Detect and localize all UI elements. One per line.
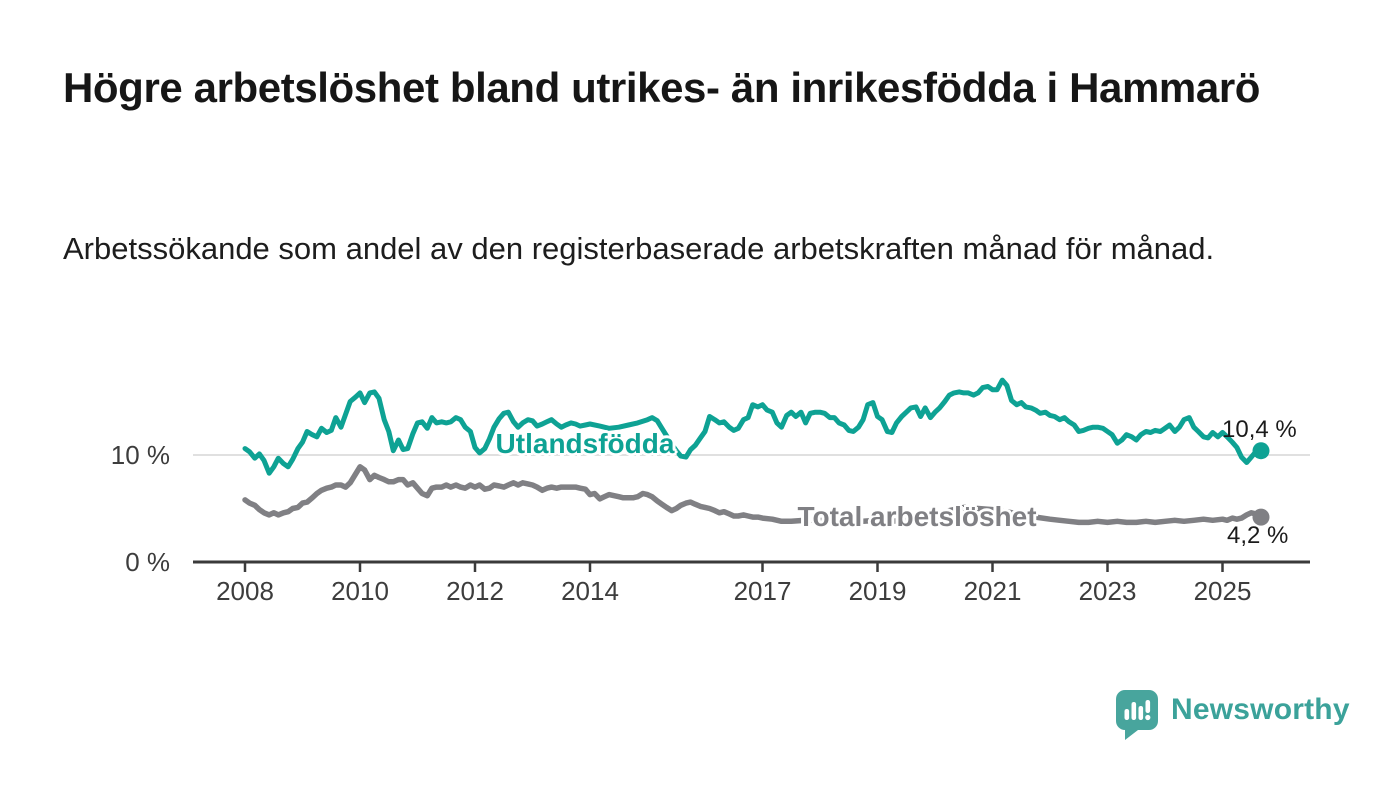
page-subtitle: Arbetssökande som andel av den registerb… [63, 231, 1215, 266]
series-label-total-arbetsloshet: Total arbetslöshet [797, 501, 1037, 532]
bar-tall [1131, 702, 1137, 720]
speech-bubble-shape [1116, 690, 1158, 740]
brand-logo: Newsworthy [1116, 690, 1350, 740]
series-label-utlandsfodda: Utlandsfödda [495, 428, 675, 459]
x-tick-label-2014: 2014 [561, 576, 619, 606]
x-tick-label-2023: 2023 [1079, 576, 1137, 606]
x-tick-label-2008: 2008 [216, 576, 274, 606]
brand-name: Newsworthy [1171, 693, 1350, 726]
x-tick-label-2019: 2019 [849, 576, 907, 606]
end-value-label-utlandsfodda: 10,4 % [1222, 416, 1297, 443]
page-title: Högre arbetslöshet bland utrikes- än inr… [63, 64, 1261, 111]
y-tick-label-0: 0 % [125, 547, 170, 577]
y-tick-label-10: 10 % [111, 440, 170, 470]
series-line-total-arbetsloshet [242, 464, 1264, 526]
exclamation-dot [1145, 714, 1151, 721]
bar-small [1124, 709, 1130, 720]
x-tick-label-2010: 2010 [331, 576, 389, 606]
bar-medium [1138, 706, 1144, 720]
x-tick-label-2017: 2017 [734, 576, 792, 606]
end-value-label-total: 4,2 % [1227, 522, 1289, 549]
series-end-dot-utlandsfodda [1252, 442, 1270, 460]
exclamation-bar [1145, 700, 1151, 713]
series-end-dot-total-arbetsloshet [1252, 508, 1270, 526]
x-tick-label-2021: 2021 [964, 576, 1022, 606]
x-tick-label-2012: 2012 [446, 576, 504, 606]
x-tick-label-2025: 2025 [1194, 576, 1252, 606]
series-line-utlandsfodda [242, 377, 1264, 476]
newsworthy-icon [1116, 690, 1158, 740]
